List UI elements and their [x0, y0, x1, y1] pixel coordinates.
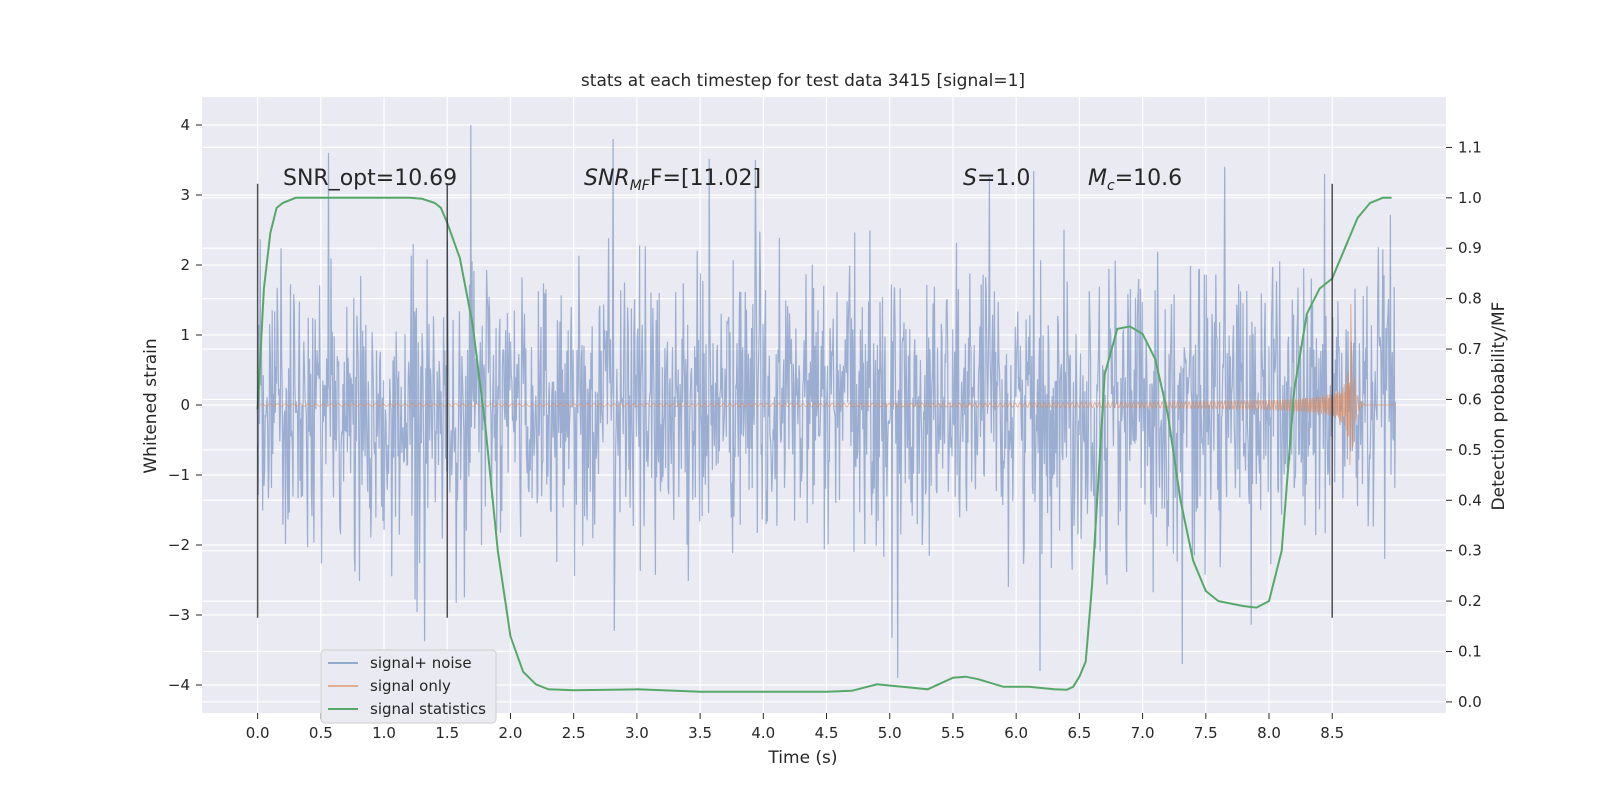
annotation-snr-mf: SNRMFF=[11.02]: [584, 166, 761, 194]
annotation-s-val: =1.0: [977, 166, 1030, 191]
x-tick-label: 5.0: [878, 724, 902, 742]
y-axis-label: Whitened strain: [141, 338, 161, 473]
x-tick-label: 6.5: [1067, 724, 1091, 742]
y-right-tick-label: 0.3: [1458, 542, 1482, 560]
legend-label-signal: signal only: [370, 677, 451, 695]
y-right-axis-label: Detection probability/MF: [1489, 302, 1509, 511]
y-tick-label: 2: [180, 256, 190, 274]
stat-line: [256, 196, 1392, 693]
vertical-lines: [256, 183, 1333, 618]
x-tick-label: 2.5: [562, 724, 586, 742]
y-right-tick-label: 0.5: [1458, 441, 1482, 459]
annotation-snr-opt: SNR_opt=10.69: [283, 166, 457, 191]
y-right-tick-label: 0.4: [1458, 491, 1482, 509]
y-axis-left: 4 3 2 1 0 −1 −2 −3 −4: [168, 116, 202, 694]
stat-series: [256, 196, 1392, 693]
x-axis-label: Time (s): [767, 748, 837, 768]
y-tick-label: −3: [168, 606, 190, 624]
y-tick-label: 0: [180, 396, 190, 414]
annotation-mc-sub: c: [1107, 178, 1115, 194]
annotation-mc-val: =10.6: [1115, 166, 1182, 191]
x-tick-label: 3.5: [688, 724, 712, 742]
y-right-tick-label: 0.7: [1458, 340, 1482, 358]
y-axis-right: 1.1 1.0 0.9 0.8 0.7 0.6 0.5 0.4 0.3 0.2 0.1 0.0: [1446, 138, 1482, 711]
x-tick-label: 7.5: [1194, 724, 1218, 742]
legend-label-stat: signal statistics: [370, 700, 486, 718]
y-right-tick-label: 0.1: [1458, 643, 1482, 661]
y-right-tick-label: 0.8: [1458, 290, 1482, 308]
x-axis: 0.0 0.5 1.0 1.5 2.0 2.5 3.0 3.5 4.0 4.5 5.0 5.5 6.0 6…: [246, 713, 1344, 742]
annotation-s-sym: S: [963, 166, 977, 191]
annotation-snr-mf-sub: MF: [630, 178, 651, 194]
x-tick-label: 5.5: [941, 724, 965, 742]
y-tick-label: 1: [180, 326, 190, 344]
y-tick-label: −2: [168, 536, 190, 554]
y-right-tick-label: 0.6: [1458, 390, 1482, 408]
legend-box: [320, 649, 497, 724]
y-right-tick-label: 0.2: [1458, 592, 1482, 610]
y-right-tick-label: 0.0: [1458, 693, 1482, 711]
legend: signal+ noise signal only signal statist…: [320, 649, 497, 724]
annotation-snr-mf-rest: F=[11.02]: [650, 166, 761, 191]
y-tick-label: −4: [168, 676, 190, 694]
annotation-s: S=1.0: [963, 166, 1030, 191]
y-tick-label: 4: [180, 116, 190, 134]
x-tick-label: 1.0: [372, 724, 396, 742]
x-tick-label: 0.5: [309, 724, 333, 742]
legend-label-noise: signal+ noise: [370, 654, 472, 672]
x-tick-label: 8.0: [1257, 724, 1281, 742]
y-right-tick-label: 1.1: [1458, 138, 1482, 156]
x-tick-label: 4.5: [815, 724, 839, 742]
annotation-mc: Mc=10.6: [1088, 166, 1182, 194]
y-right-tick-label: 0.9: [1458, 239, 1482, 257]
x-tick-label: 2.0: [499, 724, 523, 742]
x-tick-label: 1.5: [435, 724, 459, 742]
x-tick-label: 0.0: [246, 724, 270, 742]
x-tick-label: 8.5: [1320, 724, 1344, 742]
x-tick-label: 7.0: [1131, 724, 1155, 742]
chart-title: stats at each timestep for test data 341…: [581, 71, 1025, 91]
y-right-tick-label: 1.0: [1458, 189, 1482, 207]
annotation-mc-sym: M: [1088, 166, 1107, 191]
y-tick-label: −1: [168, 466, 190, 484]
x-tick-label: 4.0: [751, 724, 775, 742]
y-tick-label: 3: [180, 186, 190, 204]
x-tick-label: 3.0: [625, 724, 649, 742]
x-tick-label: 6.0: [1004, 724, 1028, 742]
annotations: SNR_opt=10.69 SNRMFF=[11.02] S=1.0 Mc=10…: [283, 166, 1182, 194]
annotation-snr-mf-main: SNR: [584, 166, 630, 191]
